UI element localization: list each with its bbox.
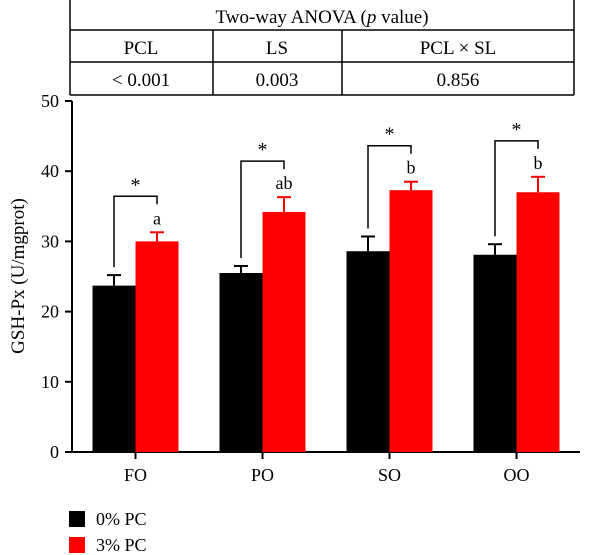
value-pcl: < 0.001 (112, 70, 170, 91)
bar-OO-series-0 (473, 254, 517, 452)
anova-table: Two-way ANOVA (p value) PCL LS PCL × SL … (69, 0, 575, 96)
y-tick-label-10: 10 (41, 372, 59, 392)
legend-swatch-3pc (69, 537, 85, 553)
bar-PO-series-1 (262, 211, 306, 452)
value-pcl-x-sl: 0.856 (437, 70, 480, 91)
x-tick-label-OO: OO (504, 465, 530, 485)
x-tick-label-FO: FO (124, 465, 147, 485)
header-ls: LS (266, 38, 288, 59)
bar-FO-series-1 (135, 241, 179, 452)
x-tick-label-PO: PO (251, 465, 274, 485)
significance-bracket-OO (494, 140, 539, 237)
significance-star-SO: * (385, 124, 395, 146)
y-tick-label-40: 40 (41, 161, 59, 181)
legend-label-0pc: 0% PC (96, 509, 147, 529)
bar-PO-series-0 (219, 272, 263, 452)
y-ticks: 0 10 20 30 40 50 (41, 91, 72, 462)
table-title: Two-way ANOVA (p value) (215, 7, 428, 28)
x-ticks: FO PO SO OO (124, 452, 530, 485)
letter-FO: a (153, 208, 161, 228)
y-tick-label-50: 50 (41, 91, 59, 111)
bar-SO-series-0 (346, 251, 390, 452)
y-axis-label: GSH-Px (U/mgprot) (8, 198, 29, 354)
letter-SO: b (407, 158, 416, 178)
significance-star-OO: * (512, 119, 522, 141)
significance-star-PO: * (258, 139, 268, 161)
header-pcl-x-sl: PCL × SL (420, 38, 497, 59)
bar-SO-series-1 (389, 190, 433, 453)
bar-FO-series-0 (92, 285, 136, 452)
significance-bracket-FO (113, 195, 158, 268)
letter-PO: ab (276, 173, 293, 193)
legend-label-3pc: 3% PC (96, 535, 147, 555)
significance-bracket-PO (240, 160, 285, 258)
letter-OO: b (534, 153, 543, 173)
annotations: a * ab * b * b * (113, 119, 543, 268)
bars (92, 175, 560, 453)
legend: 0% PC 3% PC (69, 509, 147, 555)
bar-OO-series-1 (516, 192, 560, 452)
significance-bracket-SO (367, 144, 412, 229)
significance-star-FO: * (131, 174, 141, 196)
y-tick-label-30: 30 (41, 231, 59, 251)
legend-swatch-0pc (69, 511, 85, 527)
y-tick-label-0: 0 (50, 442, 59, 462)
value-ls: 0.003 (256, 70, 299, 91)
header-pcl: PCL (124, 38, 159, 59)
x-tick-label-SO: SO (378, 465, 401, 485)
y-tick-label-20: 20 (41, 302, 59, 322)
